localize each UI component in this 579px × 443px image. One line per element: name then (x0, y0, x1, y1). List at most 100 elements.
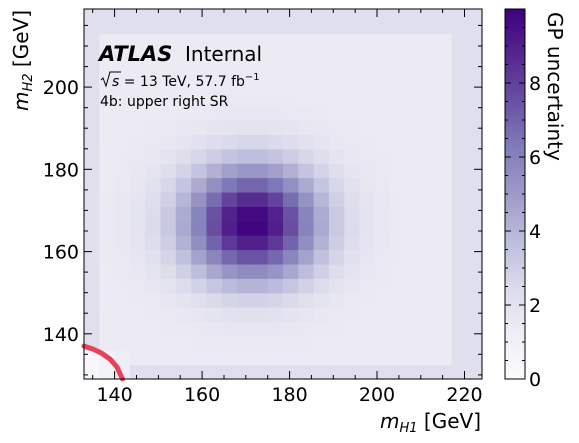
heatmap-cell (175, 191, 192, 207)
heatmap-cell (175, 163, 192, 179)
heatmap-cell (283, 335, 299, 351)
heatmap-cell (267, 292, 284, 308)
heatmap-cell (359, 33, 376, 49)
heatmap-cell (267, 48, 284, 64)
x-axis-label: mH1 [GeV] (380, 409, 481, 436)
heatmap-cell (390, 278, 407, 294)
heatmap-cell (145, 350, 162, 366)
heatmap-cell (206, 335, 223, 351)
heatmap-cell (420, 220, 437, 236)
heatmap-cell (221, 33, 238, 49)
heatmap-cell (191, 278, 208, 294)
heatmap-cell (328, 335, 345, 351)
heatmap-cell (206, 235, 223, 251)
heatmap-cell (99, 148, 116, 164)
heatmap-cell (175, 148, 192, 164)
heatmap-cell (267, 120, 284, 135)
heatmap-cell (359, 134, 376, 150)
heatmap-cell (267, 307, 284, 323)
heatmap-cell (313, 120, 330, 135)
heatmap-cell (99, 206, 116, 222)
heatmap-cell (283, 177, 299, 193)
heatmap-cell (160, 321, 177, 337)
internal-text: Internal (185, 42, 262, 66)
heatmap-cell (405, 62, 422, 78)
heatmap-cell (175, 62, 192, 78)
heatmap-cell (237, 307, 253, 323)
heatmap-cell (390, 76, 407, 92)
heatmap-cell (466, 350, 483, 366)
heatmap-cell (99, 307, 116, 323)
heatmap-cell (191, 76, 208, 92)
heatmap-cell (420, 76, 437, 92)
heatmap-cell (420, 235, 437, 251)
heatmap-cell (298, 292, 315, 308)
heatmap-cell (145, 19, 162, 35)
heatmap-cell (390, 177, 407, 193)
contour-layer (81, 343, 125, 382)
heatmap-cell (420, 48, 437, 64)
heatmap-cell (405, 307, 422, 323)
heatmap-cell (114, 321, 131, 337)
heatmap-cell (374, 177, 391, 193)
heatmap-cell (328, 177, 345, 193)
heatmap-cell (466, 292, 483, 308)
heatmap-cell (160, 235, 177, 251)
heatmap-cell (191, 220, 208, 236)
heatmap-cell (114, 249, 131, 265)
heatmap-cell (175, 206, 192, 222)
heatmap-cell (114, 307, 131, 323)
heatmap-cell (451, 206, 468, 222)
heatmap-cell (129, 9, 146, 20)
heatmap-cell (283, 191, 299, 207)
heatmap-cell (145, 62, 162, 78)
heatmap-cell (252, 321, 269, 337)
heatmap-cell (451, 235, 468, 251)
heatmap-cell (129, 163, 146, 179)
heatmap-cell (175, 220, 192, 236)
heatmap-cell (298, 206, 315, 222)
heatmap-cell (221, 148, 238, 164)
heatmap-cell (436, 9, 452, 20)
heatmap-cell (313, 105, 330, 121)
heatmap-cell (390, 134, 407, 150)
heatmap-cell (359, 335, 376, 351)
heatmap-cell (466, 105, 483, 121)
axes-frame (84, 9, 482, 379)
heatmap-cell (359, 177, 376, 193)
heatmap-cell (160, 120, 177, 135)
heatmap-cell (99, 62, 116, 78)
heatmap-cell (344, 220, 361, 236)
heatmap-cell (221, 134, 238, 150)
heatmap-cell (436, 177, 452, 193)
heatmap-cell (221, 163, 238, 179)
heatmap-cell (451, 364, 468, 380)
heatmap-cell (114, 148, 131, 164)
heatmap-cell (221, 206, 238, 222)
heatmap-cell (390, 321, 407, 337)
heatmap-cell (84, 105, 100, 121)
heatmap-cell (328, 19, 345, 35)
heatmap-cell (420, 191, 437, 207)
heatmap-cell (221, 48, 238, 64)
heatmap-cell (313, 177, 330, 193)
heatmap-cell (374, 148, 391, 164)
heatmap-cell (221, 177, 238, 193)
heatmap-cell (313, 235, 330, 251)
heatmap-cell (466, 163, 483, 179)
heatmap-cell (405, 220, 422, 236)
heatmap-cell (221, 350, 238, 366)
heatmap-cell (283, 33, 299, 49)
heatmap-cell (390, 263, 407, 279)
heatmap-cell (359, 62, 376, 78)
heatmap-cell (359, 19, 376, 35)
heatmap-cell (390, 33, 407, 49)
heatmap-cell (84, 76, 100, 92)
heatmap-cell (390, 307, 407, 323)
heatmap-cell (175, 48, 192, 64)
heatmap-cell (145, 364, 162, 380)
heatmap-cell (191, 48, 208, 64)
heatmap-cell (451, 134, 468, 150)
heatmap-cell (129, 120, 146, 135)
heatmap-cell (129, 191, 146, 207)
